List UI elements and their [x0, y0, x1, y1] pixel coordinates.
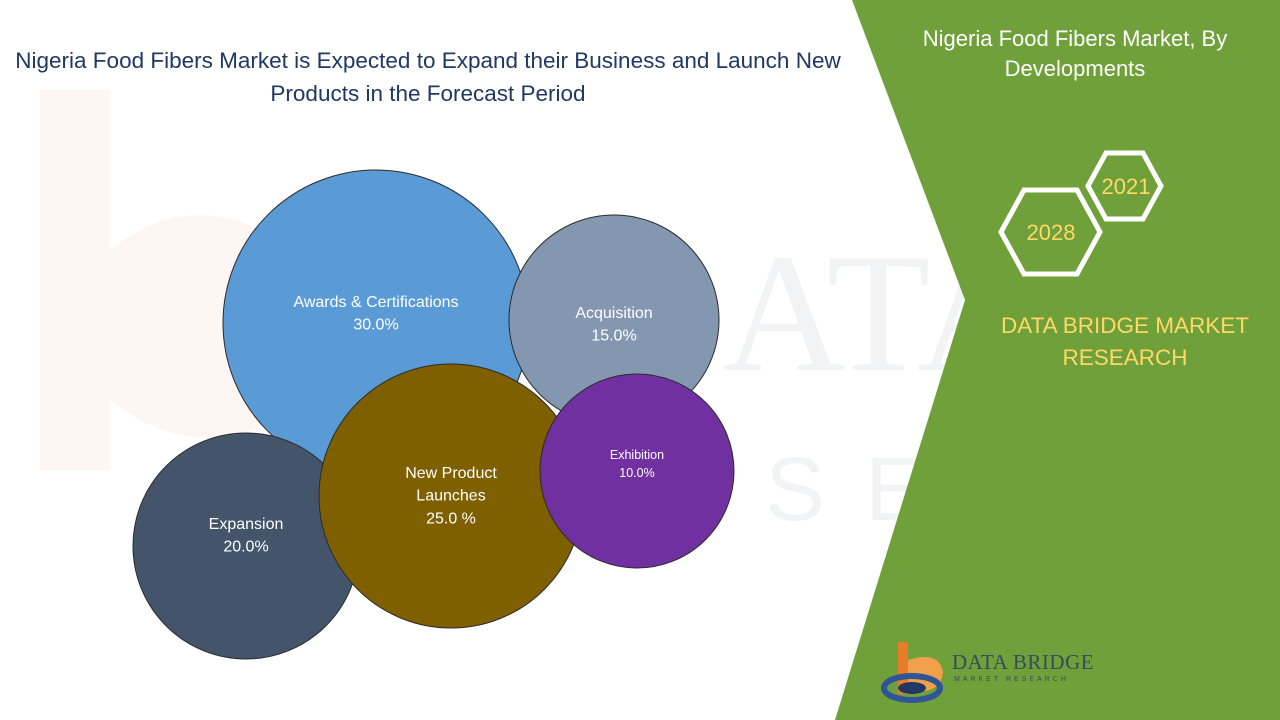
year-badge-2021-label: 2021	[1102, 174, 1151, 199]
bubble-new-product-launches-value: 25.0 %	[426, 510, 476, 527]
bubble-expansion: Expansion 20.0%	[132, 432, 360, 660]
year-badge-2021: 2021	[1085, 150, 1164, 222]
page-title: Nigeria Food Fibers Market is Expected t…	[15, 48, 841, 106]
bubble-exhibition-circle	[539, 373, 735, 569]
side-panel-background	[835, 0, 1280, 720]
brand-text: DATA BRIDGE MARKET RESEARCH	[1001, 313, 1249, 370]
year-badge-2028-label: 2028	[1027, 220, 1076, 245]
bubble-expansion-value: 20.0%	[223, 539, 268, 556]
bubble-exhibition-name: Exhibition	[610, 448, 664, 462]
year-badge-2028: 2028	[998, 187, 1103, 277]
bubble-chart: Awards & Certifications 30.0% Acquisition 1…	[132, 169, 735, 660]
bubble-acquisition-value: 15.0%	[591, 328, 636, 345]
data-bridge-logo-icon	[881, 642, 943, 703]
bubble-expansion-name: Expansion	[209, 516, 284, 533]
bubble-exhibition: Exhibition 10.0%	[539, 373, 735, 569]
panel-title: Nigeria Food Fibers Market, By Developme…	[922, 26, 1228, 81]
bubble-exhibition-value: 10.0%	[619, 466, 654, 480]
bubble-acquisition-name: Acquisition	[575, 305, 652, 322]
bubble-awards-certifications-value: 30.0%	[353, 317, 398, 334]
logo-subtext: MARKET RESEARCH	[954, 676, 1069, 683]
logo-text: DATA BRIDGE	[952, 650, 1095, 674]
bubble-awards-certifications-name: Awards & Certifications	[293, 294, 458, 311]
bubble-new-product-launches-name-line-2: Launches	[416, 488, 485, 505]
bubble-new-product-launches-name-line-1: New Product	[405, 465, 497, 482]
